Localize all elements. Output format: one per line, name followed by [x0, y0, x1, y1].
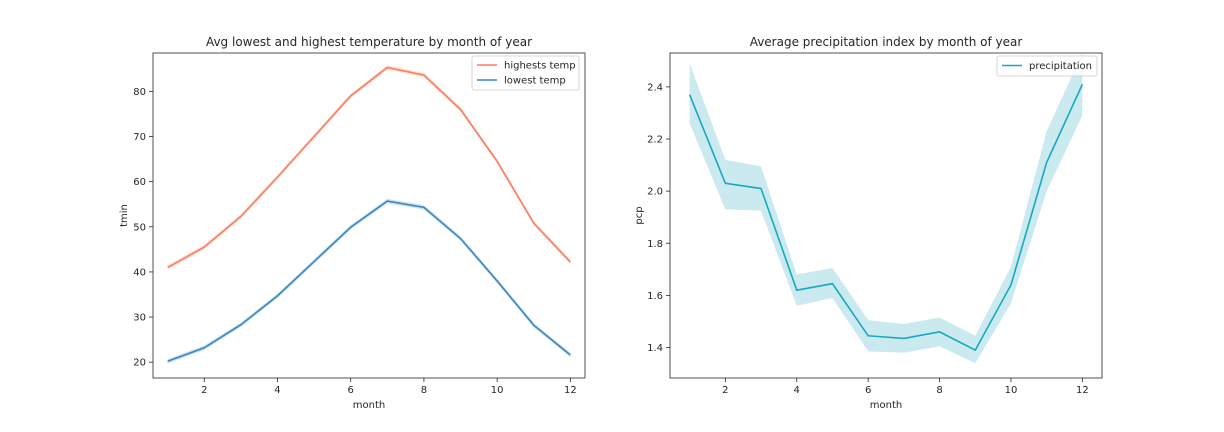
- x-tick-label: 8: [421, 385, 427, 396]
- y-tick-label: 30: [133, 313, 146, 324]
- x-tick-label: 12: [564, 385, 577, 396]
- precipitation-line: [688, 83, 1084, 352]
- legend-label-precipitation: precipitation: [1029, 61, 1092, 72]
- precipitation-y-axis-label: pcp: [634, 206, 645, 224]
- y-tick-label: 50: [133, 222, 146, 233]
- temperature-x-axis-label: month: [353, 400, 385, 411]
- precipitation-x-axis-label: month: [870, 400, 902, 411]
- y-tick-label: 1.6: [647, 291, 663, 302]
- x-tick-label: 8: [936, 385, 942, 396]
- x-tick-label: 2: [201, 385, 207, 396]
- y-tick-label: 1.8: [647, 239, 663, 250]
- x-tick-label: 10: [491, 385, 504, 396]
- legend-label-highests-temp: highests temp: [504, 61, 576, 72]
- temperature-chart-title: Avg lowest and highest temperature by mo…: [206, 35, 532, 49]
- y-tick-label: 1.4: [647, 343, 663, 354]
- temperature-chart: 2 4 6 8 10 12 20 30 40 50 60 70 80 Avg lowest and hi…: [119, 35, 586, 411]
- y-tick-label: 20: [133, 358, 146, 369]
- y-tick-label: 2.0: [647, 187, 663, 198]
- temperature-legend-box: [471, 55, 580, 91]
- lowest-temp-line: [167, 200, 571, 363]
- x-tick-label: 10: [1005, 385, 1018, 396]
- highests-temp-line: [167, 66, 571, 269]
- y-tick-label: 70: [133, 132, 146, 143]
- x-tick-label: 12: [1076, 385, 1089, 396]
- legend-label-lowest-temp: lowest temp: [504, 76, 566, 87]
- x-tick-label: 4: [274, 385, 280, 396]
- y-tick-label: 2.4: [647, 82, 663, 93]
- series-confidence-band: [167, 198, 571, 364]
- y-tick-label: 80: [133, 87, 146, 98]
- temperature-plot-area: [152, 52, 586, 379]
- precipitation-chart-title: Average precipitation index by month of …: [750, 35, 1023, 49]
- temperature-legend: highests temp lowest temp: [471, 55, 580, 91]
- x-tick-label: 2: [722, 385, 728, 396]
- temperature-y-axis-label: tmin: [119, 204, 130, 227]
- precipitation-legend: precipitation: [996, 55, 1098, 77]
- precipitation-legend-box: [996, 55, 1098, 77]
- x-tick-label: 4: [794, 385, 800, 396]
- y-tick-label: 60: [133, 177, 146, 188]
- x-tick-label: 6: [865, 385, 871, 396]
- x-tick-label: 6: [348, 385, 354, 396]
- y-tick-label: 40: [133, 267, 146, 278]
- precipitation-chart: 2 4 6 8 10 12 1.4 1.6 1.8 2.0 2.2 2.4 Average preci…: [634, 35, 1103, 411]
- y-tick-label: 2.2: [647, 135, 663, 146]
